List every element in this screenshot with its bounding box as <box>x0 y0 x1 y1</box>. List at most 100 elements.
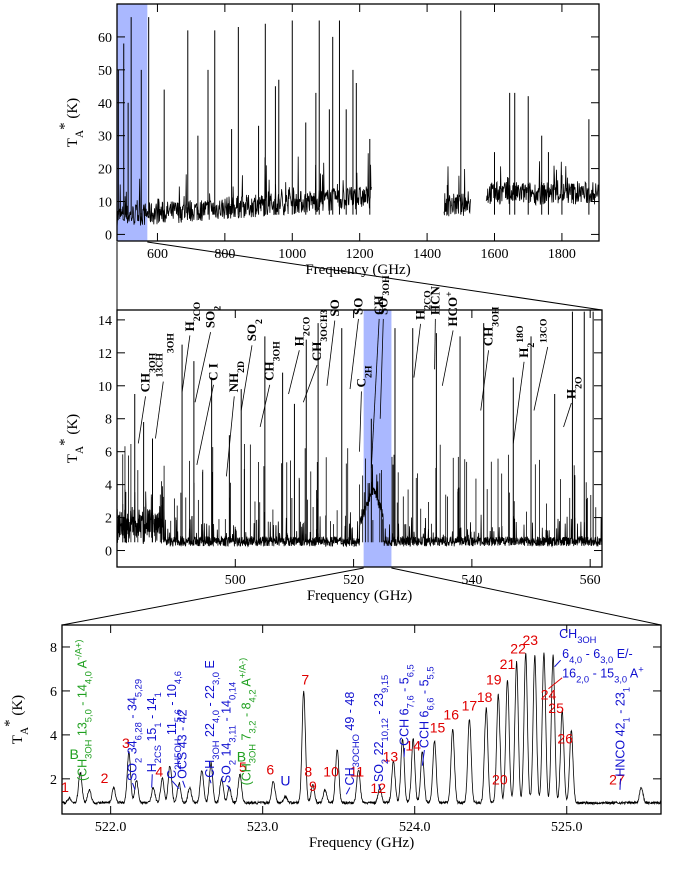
species-label: CH3OCH3 <box>309 309 330 361</box>
x-tick-label: 1000 <box>278 247 306 262</box>
label-leader <box>349 318 359 390</box>
label-arrow <box>403 747 406 757</box>
species-label: H2CO <box>413 290 434 320</box>
species-label: CH3OH <box>138 352 159 392</box>
species-label: CH3OH <box>262 341 283 381</box>
label-arrow <box>209 779 212 784</box>
label-leader <box>302 364 318 403</box>
y-tick-label: 8 <box>105 413 112 428</box>
line-number-label: 24 <box>541 687 557 703</box>
label-leader <box>512 361 525 444</box>
x-tick-label: 500 <box>225 573 246 588</box>
blue-species-label: H2CS 151 - 141 <box>145 692 163 772</box>
line-number-label: 26 <box>557 731 573 747</box>
species-label: CH3OH <box>371 275 392 315</box>
blue-species-label: CH3OH 224,0 - 223,0 E <box>203 660 221 778</box>
label-arrow <box>619 778 622 790</box>
label-arrow <box>548 677 563 690</box>
line-number-label: 18 <box>477 689 493 705</box>
label-leader <box>196 384 214 465</box>
species-label: NH2D <box>226 361 247 392</box>
y-tick-label: 6 <box>50 685 57 700</box>
species-label: SO <box>350 298 365 315</box>
x-axis-label: Frequency (GHz) <box>307 588 412 604</box>
line-number-label: 4 <box>155 764 163 780</box>
label-arrow <box>171 780 180 790</box>
y-tick-label: 60 <box>98 31 112 46</box>
line-number-label: 17 <box>462 698 478 714</box>
y-tick-label: 2 <box>105 512 112 527</box>
species-label: 13CO <box>538 318 549 343</box>
species-label: 13CH3OH <box>154 333 176 378</box>
y-tick-label: 10 <box>98 196 112 211</box>
line-number-label: 2 <box>101 770 109 786</box>
y-axis-label: TA* (K) <box>57 414 86 463</box>
label-arrow <box>182 780 186 788</box>
label-arrow <box>345 787 351 795</box>
y-tick-label: 10 <box>98 380 112 395</box>
line-number-label: 21 <box>500 656 516 672</box>
label-leader <box>226 396 235 477</box>
spectrum-trace <box>61 652 662 806</box>
label-arrow <box>226 784 232 791</box>
y-tick-label: 6 <box>105 446 112 461</box>
label-leader <box>441 330 454 386</box>
line-number-label: 25 <box>548 700 564 716</box>
x-tick-label: 524.0 <box>399 820 431 835</box>
species-label: SO2 <box>203 306 224 328</box>
x-tick-label: 520 <box>343 573 364 588</box>
label-leader <box>563 402 572 428</box>
x-axis-label: Frequency (GHz) <box>305 262 410 278</box>
y-axis-label: TA* (K) <box>2 695 31 744</box>
species-label: HCN <box>427 285 442 315</box>
species-label: H2O <box>563 376 584 399</box>
panel-2: 500 520 540 560 0 2 4 6 8 10 12 14 Frequency (GHz) TA… <box>57 275 603 604</box>
label-leader <box>137 396 146 444</box>
line-number-label: 5 <box>239 759 247 775</box>
label-arrow <box>151 774 153 788</box>
line-number-label: 8 <box>304 764 312 780</box>
label-leader <box>194 332 211 403</box>
blue-species-label: SO2 2210,12 - 239,15 <box>372 675 390 782</box>
unidentified-label: U <box>280 772 290 788</box>
blue-species-label: HNCO 421 - 231 <box>614 687 632 777</box>
y-tick-label: 30 <box>98 130 112 145</box>
green-species-label: (CH3OH 135,0 - 144,0 A-/A+) <box>73 639 93 781</box>
label-arrow <box>378 784 381 790</box>
label-arrow <box>554 659 562 668</box>
y-tick-label: 12 <box>98 347 112 362</box>
species-label: SO2 <box>244 319 265 341</box>
x-tick-label: 1800 <box>548 247 576 262</box>
line-number-label: 11 <box>350 764 365 780</box>
y-tick-label: 40 <box>98 97 112 112</box>
zoom-connector <box>391 567 662 626</box>
line-number-label: 22 <box>510 641 526 657</box>
species-label: SO <box>375 298 390 315</box>
y-tick-label: 14 <box>98 314 112 329</box>
species-label: H2CO <box>182 301 203 331</box>
green-species-label: (CH3OH 73,2 - 84,2 A+/A-) <box>238 658 258 786</box>
y-tick-label: 20 <box>98 163 112 178</box>
zoom-connector <box>147 241 603 311</box>
x-axis-label: Frequency (GHz) <box>309 835 414 851</box>
methanol-label: 162,0 - 153,0 A+ <box>562 665 644 685</box>
spectrum-trace <box>116 153 372 228</box>
label-leader <box>155 381 164 439</box>
label-leader <box>259 384 271 428</box>
label-leader <box>288 350 300 395</box>
methanol-label: 64,0 - 63,0 E/- <box>562 647 633 665</box>
blend-label: B <box>237 748 246 764</box>
blue-species-label: SO2 346,28 - 345,29 <box>125 679 143 781</box>
label-leader <box>359 391 362 452</box>
line-number-label: 6 <box>266 761 274 777</box>
label-leader <box>413 323 421 378</box>
line-number-label: 7 <box>301 671 309 687</box>
x-tick-label: 1400 <box>413 247 441 262</box>
y-tick-label: 50 <box>98 64 112 79</box>
label-leader <box>240 345 253 411</box>
species-label: CH3OH <box>481 306 502 346</box>
x-tick-label: 523.0 <box>247 820 279 835</box>
label-leader <box>379 318 384 419</box>
plot-frame <box>61 624 662 815</box>
